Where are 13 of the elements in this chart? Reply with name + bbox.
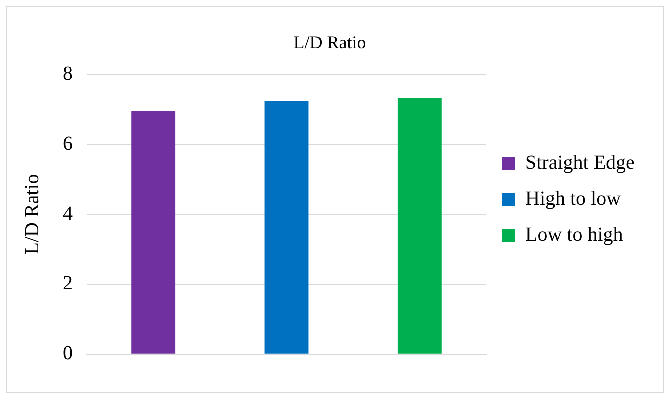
y-tick-label: 6 (63, 132, 73, 155)
bar (132, 111, 176, 354)
y-tick-label: 4 (63, 202, 73, 225)
y-axis-title: L/D Ratio (21, 174, 44, 255)
legend-label: High to low (526, 188, 622, 210)
y-tick-label: 8 (63, 62, 73, 85)
legend-label: Straight Edge (526, 152, 636, 174)
bar (264, 102, 309, 354)
legend-label: Low to high (526, 224, 624, 246)
bar (398, 98, 442, 354)
y-tick-label: 0 (63, 342, 73, 365)
y-tick-label: 2 (63, 272, 73, 295)
chart-title: L/D Ratio (294, 32, 366, 53)
